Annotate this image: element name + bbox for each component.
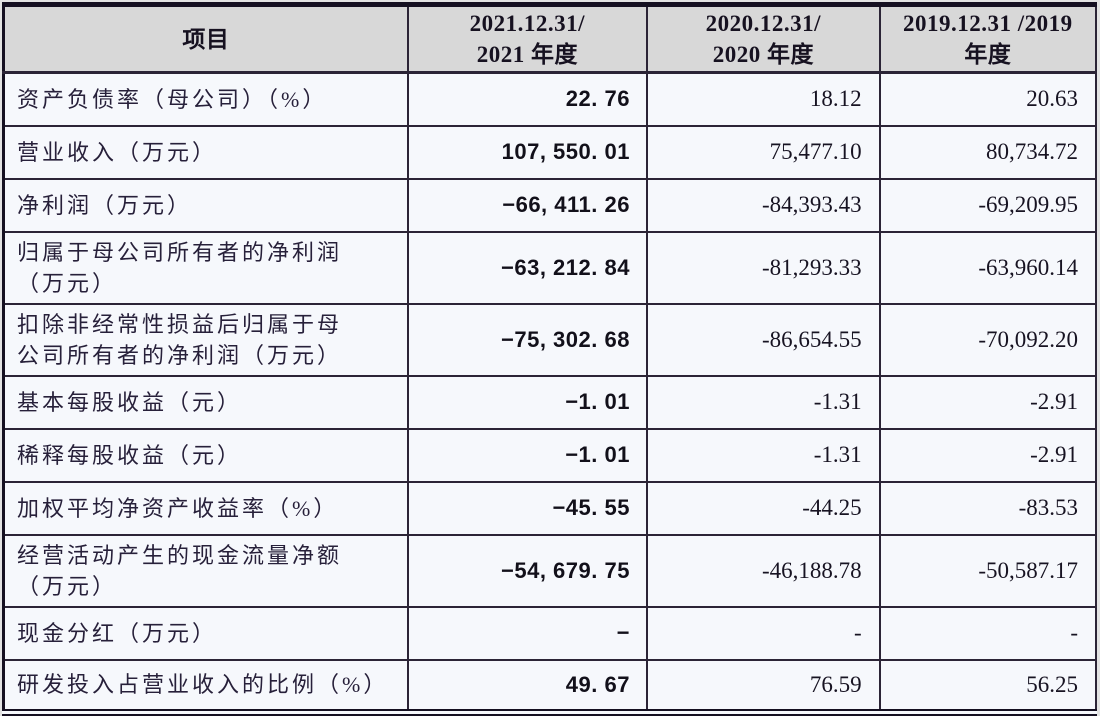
value-2021: −1. 01	[406, 374, 648, 430]
value-2019: 56.25	[878, 658, 1098, 714]
value-2020: -44.25	[645, 480, 881, 536]
value-2019: -69,209.95	[878, 177, 1098, 233]
value-2020: -1.31	[645, 374, 881, 430]
table-row: 扣除非经常性损益后归属于母 公司所有者的净利润（万元） −75, 302. 68…	[2, 302, 1098, 377]
value-2019: 20.63	[878, 71, 1098, 127]
row-label: 扣除非经常性损益后归属于母 公司所有者的净利润（万元）	[2, 302, 409, 377]
row-label: 加权平均净资产收益率（%）	[2, 480, 409, 536]
row-label: 经营活动产生的现金流量净额 （万元）	[2, 533, 409, 608]
value-2019: -	[878, 605, 1098, 661]
value-2020: -46,188.78	[645, 533, 881, 608]
table-row: 资产负债率（母公司）（%） 22. 76 18.12 20.63	[2, 71, 1098, 127]
value-2021: −63, 212. 84	[406, 230, 648, 305]
value-2020: 18.12	[645, 71, 881, 127]
table-row: 加权平均净资产收益率（%） −45. 55 -44.25 -83.53	[2, 480, 1098, 536]
row-label: 基本每股收益（元）	[2, 374, 409, 430]
table-row: 营业收入（万元） 107, 550. 01 75,477.10 80,734.7…	[2, 124, 1098, 180]
value-2019: -50,587.17	[878, 533, 1098, 608]
value-2019: 80,734.72	[878, 124, 1098, 180]
value-2021: 22. 76	[406, 71, 648, 127]
value-2020: -1.31	[645, 427, 881, 483]
table-row: 归属于母公司所有者的净利润 （万元） −63, 212. 84 -81,293.…	[2, 230, 1098, 305]
value-2020: -81,293.33	[645, 230, 881, 305]
row-label: 现金分红（万元）	[2, 605, 409, 661]
column-header-2019: 2019.12.31 /2019 年度	[878, 3, 1098, 74]
value-2021: −	[406, 605, 648, 661]
value-2021: −54, 679. 75	[406, 533, 648, 608]
value-2020: -	[645, 605, 881, 661]
row-label: 营业收入（万元）	[2, 124, 409, 180]
value-2021: 49. 67	[406, 658, 648, 714]
table-row: 研发投入占营业收入的比例（%） 49. 67 76.59 56.25	[2, 658, 1098, 714]
row-label: 资产负债率（母公司）（%）	[2, 71, 409, 127]
value-2021: −75, 302. 68	[406, 302, 648, 377]
row-label: 净利润（万元）	[2, 177, 409, 233]
value-2021: −66, 411. 26	[406, 177, 648, 233]
value-2020: -84,393.43	[645, 177, 881, 233]
table-row: 稀释每股收益（元） −1. 01 -1.31 -2.91	[2, 427, 1098, 483]
value-2020: 76.59	[645, 658, 881, 714]
table-row: 经营活动产生的现金流量净额 （万元） −54, 679. 75 -46,188.…	[2, 533, 1098, 608]
value-2021: −1. 01	[406, 427, 648, 483]
value-2020: -86,654.55	[645, 302, 881, 377]
value-2019: -2.91	[878, 374, 1098, 430]
value-2020: 75,477.10	[645, 124, 881, 180]
table-row: 基本每股收益（元） −1. 01 -1.31 -2.91	[2, 374, 1098, 430]
row-label: 稀释每股收益（元）	[2, 427, 409, 483]
column-header-item: 项目	[2, 3, 409, 74]
value-2019: -83.53	[878, 480, 1098, 536]
value-2021: −45. 55	[406, 480, 648, 536]
row-label: 研发投入占营业收入的比例（%）	[2, 658, 409, 714]
value-2019: -2.91	[878, 427, 1098, 483]
table-row: 现金分红（万元） − - -	[2, 605, 1098, 661]
column-header-2020: 2020.12.31/ 2020 年度	[645, 3, 881, 74]
header-row: 项目 2021.12.31/ 2021 年度 2020.12.31/ 2020 …	[2, 3, 1098, 74]
row-label: 归属于母公司所有者的净利润 （万元）	[2, 230, 409, 305]
value-2019: -70,092.20	[878, 302, 1098, 377]
value-2019: -63,960.14	[878, 230, 1098, 305]
column-header-2021: 2021.12.31/ 2021 年度	[406, 3, 648, 74]
value-2021: 107, 550. 01	[406, 124, 648, 180]
table-row: 净利润（万元） −66, 411. 26 -84,393.43 -69,209.…	[2, 177, 1098, 233]
